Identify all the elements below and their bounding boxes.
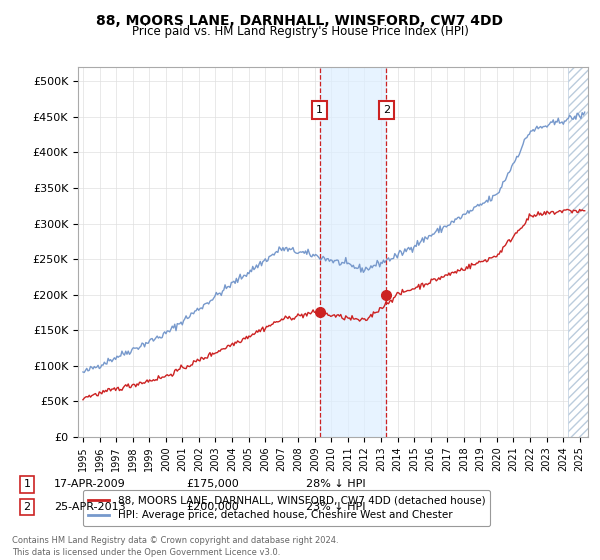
- Bar: [568, 67, 588, 437]
- Text: 88, MOORS LANE, DARNHALL, WINSFORD, CW7 4DD: 88, MOORS LANE, DARNHALL, WINSFORD, CW7 …: [97, 14, 503, 28]
- Text: 25-APR-2013: 25-APR-2013: [54, 502, 125, 512]
- Text: Price paid vs. HM Land Registry's House Price Index (HPI): Price paid vs. HM Land Registry's House …: [131, 25, 469, 38]
- Text: 2: 2: [383, 105, 390, 115]
- Text: 23% ↓ HPI: 23% ↓ HPI: [306, 502, 365, 512]
- Legend: 88, MOORS LANE, DARNHALL, WINSFORD, CW7 4DD (detached house), HPI: Average price: 88, MOORS LANE, DARNHALL, WINSFORD, CW7 …: [83, 490, 490, 526]
- Text: £175,000: £175,000: [186, 479, 239, 489]
- Text: 1: 1: [23, 479, 31, 489]
- Text: 17-APR-2009: 17-APR-2009: [54, 479, 126, 489]
- Text: 28% ↓ HPI: 28% ↓ HPI: [306, 479, 365, 489]
- Text: 1: 1: [316, 105, 323, 115]
- Text: Contains HM Land Registry data © Crown copyright and database right 2024.
This d: Contains HM Land Registry data © Crown c…: [12, 536, 338, 557]
- Text: 2: 2: [23, 502, 31, 512]
- Text: £200,000: £200,000: [186, 502, 239, 512]
- Bar: [320, 67, 386, 437]
